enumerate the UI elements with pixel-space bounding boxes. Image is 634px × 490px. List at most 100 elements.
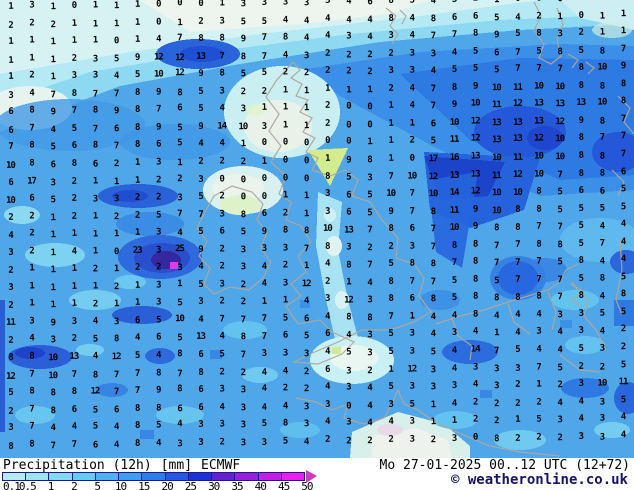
precip-value: 6 xyxy=(346,207,351,218)
precip-value: 7 xyxy=(536,63,541,74)
precip-value: 4 xyxy=(198,262,203,273)
precip-value: 3 xyxy=(261,348,267,359)
precip-value: 8 xyxy=(198,33,203,44)
precip-value: 4 xyxy=(430,312,436,323)
precip-value: 5 xyxy=(515,344,520,355)
precip-value: 12 xyxy=(407,364,417,375)
precip-value: 2 xyxy=(367,49,372,60)
precip-value: 7 xyxy=(557,274,562,286)
precip-value: 3 xyxy=(219,384,225,395)
precip-value: 5 xyxy=(134,350,140,361)
precip-value: 8 xyxy=(346,312,351,323)
precip-value: 1 xyxy=(29,53,34,64)
precip-value: 4 xyxy=(177,419,182,430)
precip-value: 2 xyxy=(430,434,436,445)
precip-value: 4 xyxy=(346,330,351,341)
precip-value: 10 xyxy=(6,160,16,171)
legend-label: 35 xyxy=(231,480,243,490)
precip-value: 2 xyxy=(177,173,182,184)
precip-value: 2 xyxy=(465,0,486,10)
precip-value: 3 xyxy=(451,328,457,339)
precip-value: 5 xyxy=(494,12,499,23)
precip-value: 4 xyxy=(50,124,56,136)
precip-value: 3 xyxy=(8,422,13,434)
precip-value: 12 xyxy=(470,116,480,127)
precip-value: 4 xyxy=(261,383,267,394)
precip-value: 7 xyxy=(156,104,161,115)
precip-value: 2 xyxy=(198,156,203,167)
precip-value: 7 xyxy=(261,32,267,43)
precip-value: 12 xyxy=(175,52,185,63)
precip-value: 0 xyxy=(325,136,330,147)
precip-value: 8 xyxy=(578,256,584,267)
precip-value: 2 xyxy=(515,379,520,390)
precip-value: 4 xyxy=(599,221,605,232)
precip-value: 12 xyxy=(512,169,522,180)
precip-value: 4 xyxy=(198,139,203,150)
precip-value: 3 xyxy=(240,420,246,431)
precip-value: 3 xyxy=(515,363,520,374)
legend-segment xyxy=(235,473,259,480)
precip-value: 9 xyxy=(620,61,626,72)
precipitation-map: 1310111000133333468543210001102221111012… xyxy=(0,0,634,458)
precip-value: 5 xyxy=(578,220,584,232)
precip-value: 8 xyxy=(409,258,415,269)
precip-value: 7 xyxy=(557,169,562,180)
precip-value: 3 xyxy=(388,66,393,77)
precip-value: 9 xyxy=(198,244,203,255)
precip-value: 7 xyxy=(219,314,225,325)
precip-value: 6 xyxy=(92,159,98,170)
precip-value: 5 xyxy=(557,257,562,268)
precip-value: 4 xyxy=(29,333,34,344)
precip-value: 5 xyxy=(134,69,140,81)
precip-value: 7 xyxy=(557,222,562,233)
precip-value: 7 xyxy=(177,368,182,379)
precip-value: 8 xyxy=(134,420,140,432)
precip-value: 7 xyxy=(515,47,520,58)
precip-value: 3 xyxy=(367,348,372,359)
precip-value: 1 xyxy=(346,85,351,96)
precip-value: 4 xyxy=(451,345,457,356)
precip-value: 16 xyxy=(449,152,459,163)
precip-value: 9 xyxy=(472,204,478,215)
precip-value: 4 xyxy=(156,350,161,361)
footer-bar: Precipitation (12h) [mm] ECMWF 0.1 0.5 1 2 5 10… xyxy=(0,458,634,490)
precip-value: 5 xyxy=(451,65,457,76)
precip-value: 5 xyxy=(198,191,203,202)
precip-value: 6 xyxy=(599,186,605,197)
precip-value: 6 xyxy=(494,47,499,58)
precip-value: 7 xyxy=(50,440,56,451)
precip-value: 4 xyxy=(282,50,288,61)
precip-value: 5 xyxy=(177,122,182,134)
precip-value: 10 xyxy=(512,187,522,198)
precip-value: 12 xyxy=(512,99,522,110)
precip-value: 5 xyxy=(494,275,499,287)
precip-value: 1 xyxy=(261,156,267,167)
legend-label: 25 xyxy=(184,480,197,490)
precip-value: 10 xyxy=(48,353,58,364)
copyright-link[interactable]: © weatheronline.co.uk xyxy=(450,472,628,488)
precip-value: 1 xyxy=(92,281,98,292)
legend-label: 40 xyxy=(254,480,267,490)
precip-value: 9 xyxy=(261,226,267,238)
precip-value: 17 xyxy=(428,154,438,165)
precip-value: 4 xyxy=(515,12,520,23)
precip-value: 5 xyxy=(156,210,161,221)
precip-value: 1 xyxy=(134,280,140,291)
precip-value: 1 xyxy=(388,153,393,164)
precip-value: 9 xyxy=(346,155,351,166)
precip-value: 6 xyxy=(430,119,436,130)
precip-value: 3 xyxy=(388,399,393,410)
precip-value: 1 xyxy=(282,295,288,306)
precip-value: 3 xyxy=(240,402,246,413)
precip-value: 1 xyxy=(388,364,393,375)
precip-value: 8 xyxy=(620,96,626,107)
precip-value: 6 xyxy=(71,404,77,415)
precip-value: 5 xyxy=(198,86,203,97)
precip-value: 3 xyxy=(219,419,225,430)
precip-value: 0 xyxy=(578,10,584,21)
precip-value: 6 xyxy=(472,11,478,22)
precip-value: 3 xyxy=(599,397,605,408)
precip-value: 11 xyxy=(618,377,628,388)
precip-value: 5 xyxy=(557,187,562,198)
